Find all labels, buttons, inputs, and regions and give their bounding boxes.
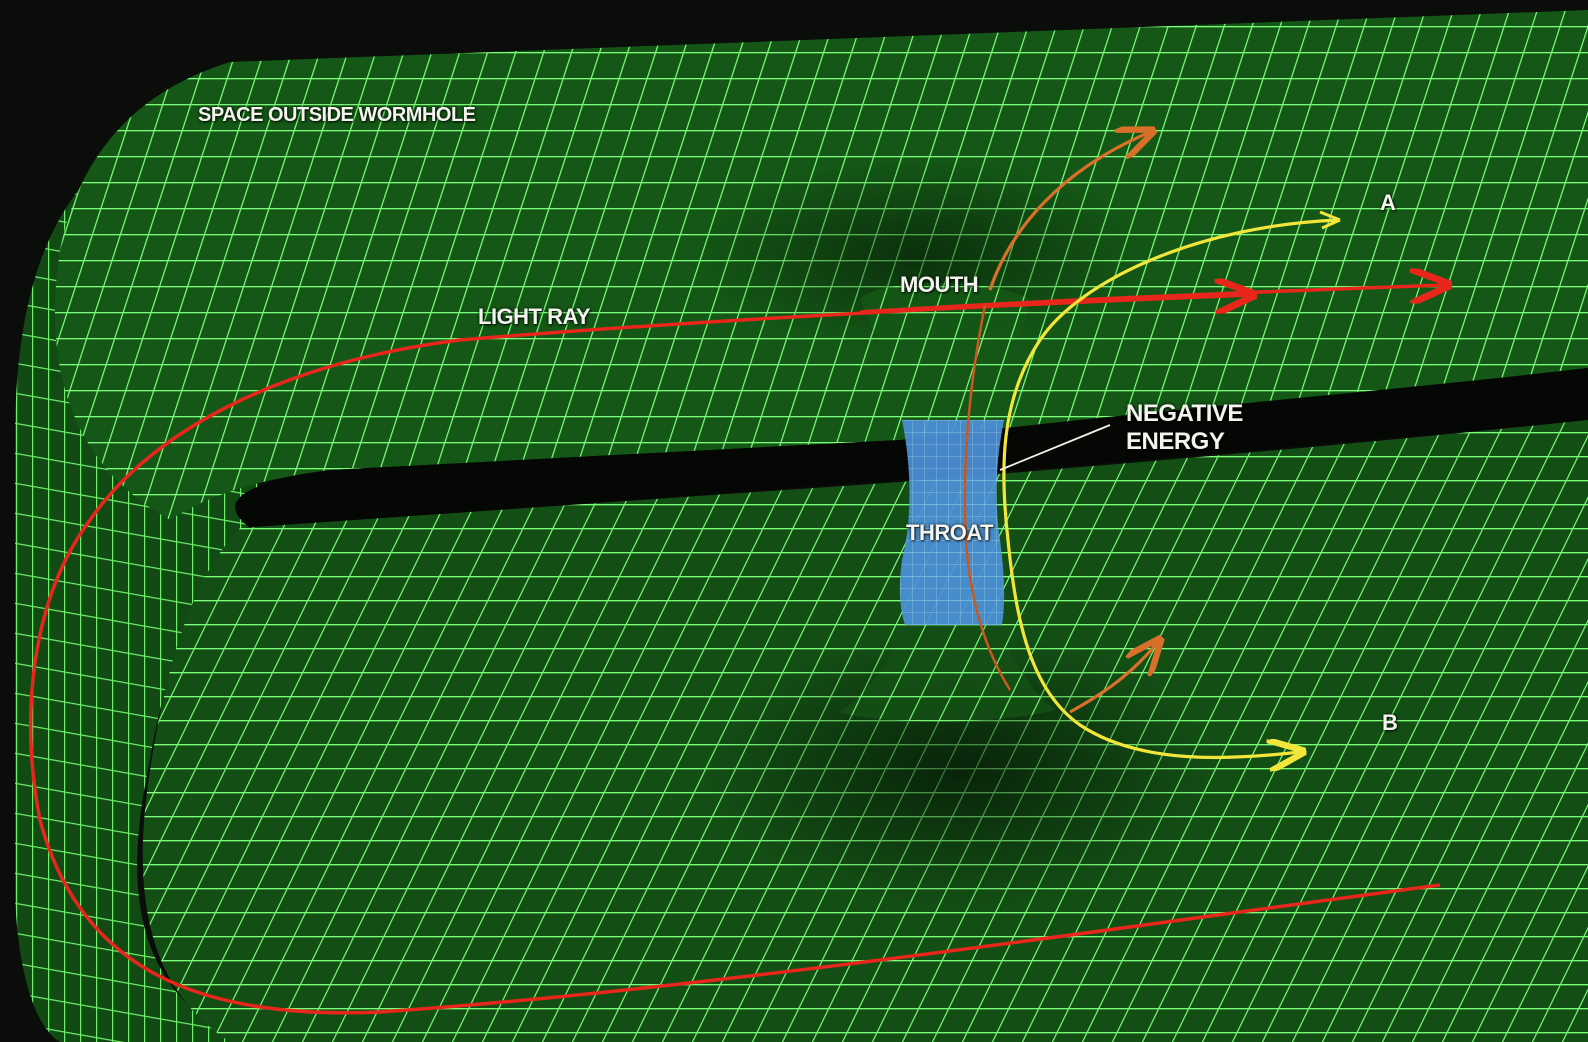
negative-energy-label-line1: NEGATIVE <box>1126 400 1243 427</box>
mouth-label: MOUTH <box>900 272 979 297</box>
light-ray-long <box>28 295 1441 1015</box>
negative-energy-label-line2: ENERGY <box>1126 428 1225 455</box>
yellow-ray <box>1002 218 1341 758</box>
upper-funnel <box>860 283 1030 420</box>
orange-ray-lower <box>1069 642 1158 714</box>
light-ray-through-throat <box>963 304 1012 691</box>
space-outside-label: SPACE OUTSIDE WORMHOLE <box>198 104 476 126</box>
point-b-label: B <box>1382 710 1398 735</box>
negative-energy-pointer <box>999 424 1111 471</box>
throat-label: THROAT <box>906 520 994 545</box>
orange-ray <box>988 132 1150 291</box>
lower-funnel <box>840 620 1055 722</box>
throat-tube <box>899 420 1005 625</box>
light-ray-short <box>859 285 1445 314</box>
light-ray-label: LIGHT RAY <box>478 304 591 329</box>
point-a-label: A <box>1380 190 1396 215</box>
